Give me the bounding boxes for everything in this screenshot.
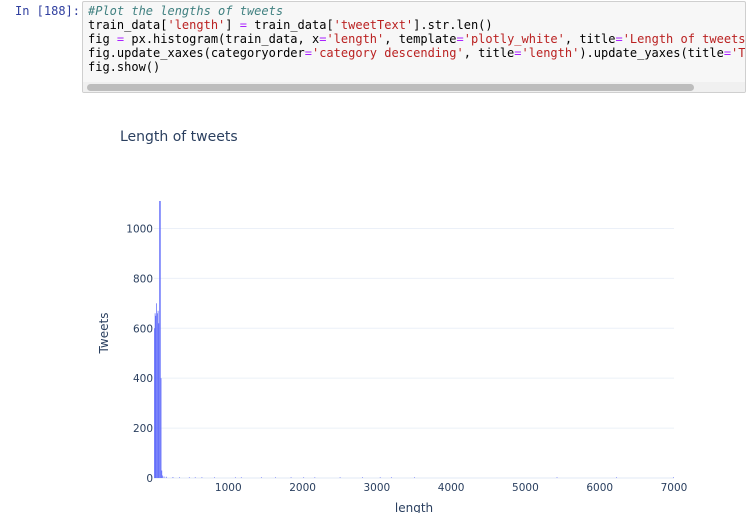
histogram-bar	[234, 477, 236, 478]
y-tick-label: 800	[133, 273, 153, 285]
histogram-bar	[160, 378, 162, 478]
code-token: =	[615, 32, 623, 46]
histogram-bar	[172, 477, 174, 478]
x-tick-label: 1000	[215, 482, 242, 494]
histogram-bar	[163, 476, 165, 478]
code-token: =	[304, 46, 312, 60]
code-token: ]	[225, 18, 240, 32]
histogram-bar	[556, 477, 558, 478]
horizontal-scrollbar[interactable]	[83, 82, 745, 92]
x-tick-label: 7000	[661, 482, 688, 494]
code-token: =	[456, 32, 464, 46]
histogram-bar	[314, 477, 316, 478]
histogram-bar	[154, 328, 155, 478]
x-axis-title: length	[395, 501, 433, 513]
histogram-bar	[194, 477, 196, 478]
histogram-bar	[290, 477, 292, 478]
code-token: ).update_yaxes(title	[579, 46, 724, 60]
code-token: , title	[564, 32, 616, 46]
y-tick-label: 600	[133, 323, 153, 335]
histogram-bar	[214, 477, 215, 478]
chart-output: Length of tweets 0 200 400 600 800 1000 1000 20…	[82, 100, 749, 513]
code-token: 'length'	[326, 32, 385, 46]
histogram-bar	[339, 477, 341, 478]
code-token: train_data[	[88, 18, 168, 32]
histogram-bar	[154, 313, 156, 478]
code-token: ].str.len()	[413, 18, 493, 32]
code-token: =	[319, 32, 327, 46]
x-tick-label: 5000	[512, 482, 539, 494]
code-token: =	[116, 32, 125, 46]
code-token: 'plotly_white'	[463, 32, 565, 46]
histogram-bar	[275, 477, 276, 478]
chart-title: Length of tweets	[120, 129, 238, 145]
histogram-bar	[188, 477, 190, 478]
y-tick-label: 0	[146, 473, 153, 485]
scrollbar-thumb[interactable]	[87, 84, 694, 91]
code-token: fig.update_xaxes(categoryorder	[88, 46, 305, 60]
x-tick-label: 4000	[438, 482, 465, 494]
code-editor[interactable]: #Plot the lengths of tweets train_data['l…	[88, 4, 746, 74]
code-token: fig	[88, 32, 117, 46]
histogram-bar	[390, 477, 392, 478]
cell-prompt: In [188]:	[14, 4, 80, 18]
x-tick-label: 6000	[586, 482, 613, 494]
histogram-bar	[201, 477, 203, 478]
histogram-chart: 0 200 400 600 800 1000 1000 2000 3000 4000 5000 600…	[97, 200, 688, 513]
y-tick-label: 200	[133, 423, 153, 435]
y-tick-label: 1000	[126, 223, 153, 235]
histogram-bar	[673, 477, 674, 478]
histogram-bar	[260, 477, 262, 478]
y-axis-title: Tweets	[97, 313, 111, 355]
x-tick-label: 3000	[363, 482, 390, 494]
code-line: #Plot the lengths of tweets	[88, 4, 745, 18]
histogram-bar	[616, 477, 617, 478]
code-line: fig.update_xaxes(categoryorder='category…	[88, 46, 746, 60]
code-token: 'category descending'	[311, 46, 464, 60]
histogram-bar	[240, 477, 242, 478]
code-token: 'length'	[167, 18, 226, 32]
code-token: 'length'	[521, 46, 580, 60]
code-token: =	[239, 18, 247, 32]
x-tick-label: 2000	[289, 482, 316, 494]
code-token: 'Tw	[731, 46, 746, 60]
histogram-bar	[165, 476, 167, 478]
code-token: =	[514, 46, 522, 60]
histogram-bar	[414, 477, 415, 478]
histogram-bar	[159, 200, 161, 478]
code-token: =	[723, 46, 732, 60]
histogram-bar	[162, 475, 163, 478]
code-token: px.histogram(train_data, x	[124, 32, 320, 46]
code-token: #Plot the lengths of tweets	[88, 4, 284, 18]
histogram-bar	[379, 477, 381, 478]
code-token: 'tweetText'	[333, 18, 414, 32]
code-token: , template	[384, 32, 457, 46]
code-token: 'Length of tweets	[622, 32, 746, 46]
histogram-bar	[303, 477, 305, 478]
histogram-bar	[159, 200, 160, 478]
histogram-bar	[155, 315, 157, 478]
histogram-bar	[157, 310, 159, 478]
histogram-bar	[161, 470, 163, 478]
code-token: , title	[463, 46, 515, 60]
y-tick-label: 400	[133, 373, 153, 385]
code-line: fig.show()	[88, 60, 745, 74]
code-line: fig = px.histogram(train_data, x='length…	[88, 32, 746, 46]
histogram-bar	[179, 477, 180, 478]
histogram-bar	[158, 323, 160, 478]
code-token: fig.show()	[88, 60, 161, 74]
code-cell-input[interactable]: #Plot the lengths of tweets train_data['l…	[82, 1, 746, 93]
code-line: train_data['length'] = train_data['tweet…	[88, 18, 745, 32]
histogram-bar	[362, 477, 363, 478]
histogram-bar	[156, 303, 157, 478]
code-token: train_data[	[246, 18, 334, 32]
histogram-bar	[156, 313, 158, 478]
